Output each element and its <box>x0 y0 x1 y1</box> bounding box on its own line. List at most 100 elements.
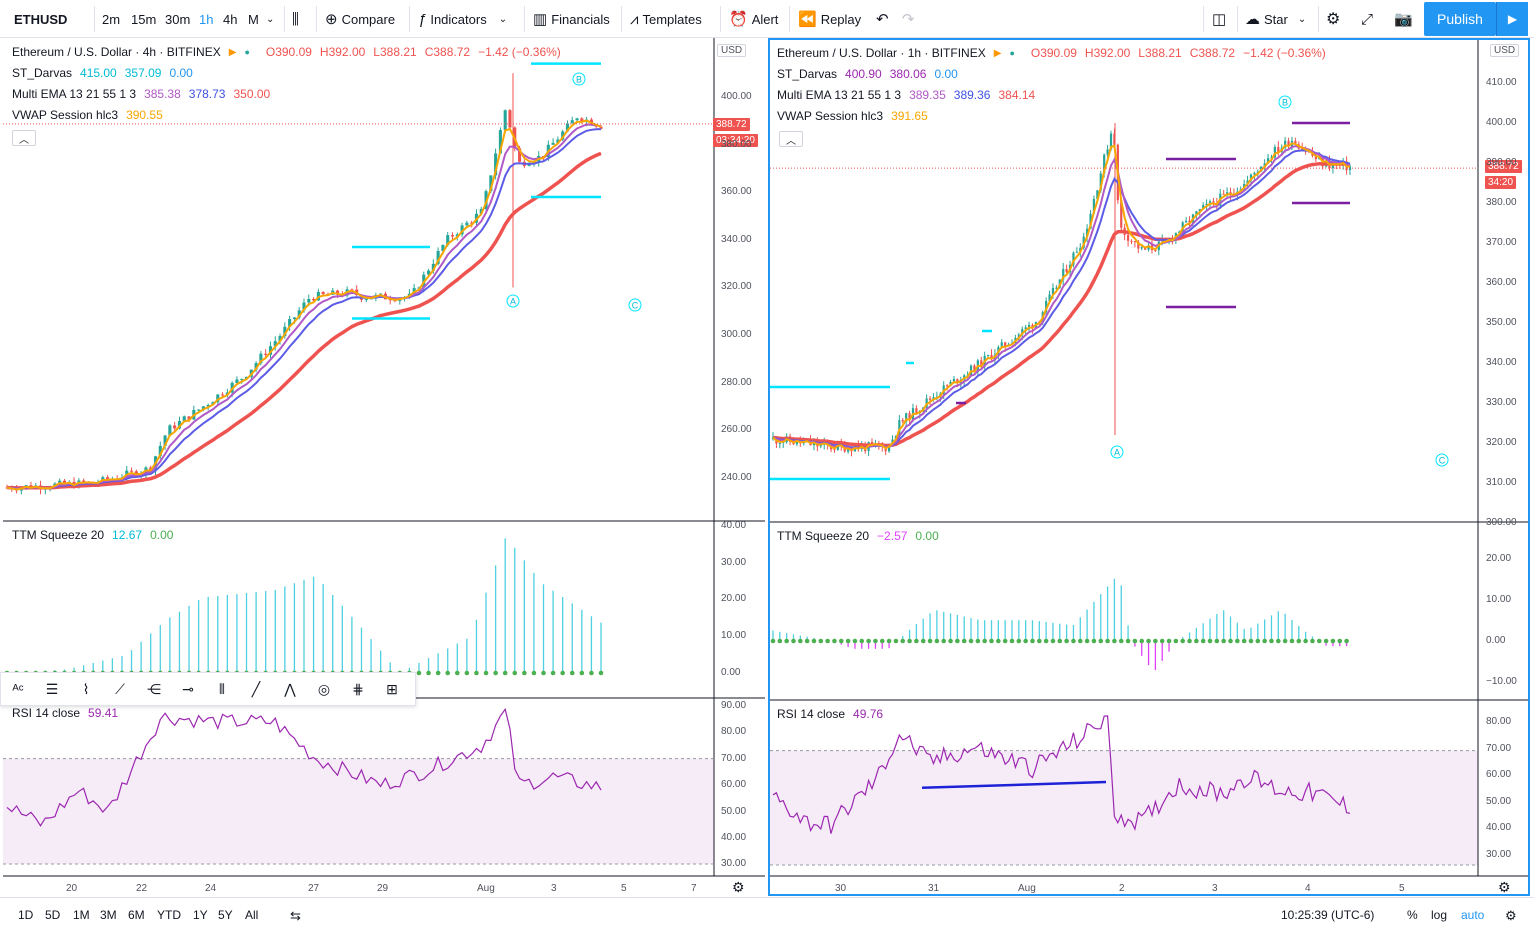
collapse-legend-button[interactable]: ︿ <box>779 131 803 147</box>
range-6m[interactable]: 6M <box>128 908 145 922</box>
horizontal-ray-icon[interactable]: ⊸ <box>182 680 194 697</box>
interval-4h[interactable]: 4h <box>223 11 238 27</box>
fib-circle-icon[interactable]: ◎ <box>317 680 331 697</box>
range-3m[interactable]: 3M <box>100 908 117 922</box>
line-tool-icon[interactable]: ╱ <box>251 680 261 697</box>
vertical-lines-icon[interactable]: ⦀ <box>218 680 226 697</box>
fullscreen-icon[interactable]: ⤢ <box>1361 10 1374 28</box>
plus-circle-icon: ⊕ <box>325 11 338 28</box>
right-vwap-legend[interactable]: VWAP Session hlc3 391.65 <box>777 109 928 123</box>
squeeze-tick: 30.00 <box>721 556 747 568</box>
price-tick: 340.00 <box>1486 357 1517 368</box>
candle-body <box>1154 249 1157 251</box>
candle-body <box>1301 148 1304 150</box>
settings-gear-icon[interactable]: ⚙ <box>1505 908 1517 923</box>
left-symbol-legend: Ethereum / U.S. Dollar · 4h · BITFINEX ▶… <box>12 45 561 59</box>
interval-M[interactable]: M <box>248 11 259 27</box>
star-button[interactable]: ☁ Star ⌄ <box>1245 11 1307 28</box>
right-ema-legend[interactable]: Multi EMA 13 21 55 1 3 389.35 389.36 384.14 <box>777 88 1036 102</box>
currency-label[interactable]: USD <box>1490 44 1520 57</box>
compare-button[interactable]: ⊕ Compare <box>325 11 396 28</box>
candle-body <box>1294 140 1297 145</box>
range-5d[interactable]: 5D <box>45 908 61 922</box>
candle-body <box>177 420 181 429</box>
right-chart-canvas[interactable]: A B C <box>770 40 1528 894</box>
auto-toggle[interactable]: auto <box>1461 908 1485 922</box>
publish-button[interactable]: Publish <box>1424 2 1496 36</box>
candle-body <box>302 302 306 311</box>
trend-line-icon[interactable]: ⟋ <box>115 680 125 697</box>
range-1m[interactable]: 1M <box>73 908 90 922</box>
collapse-legend-button[interactable]: ︿ <box>12 130 36 146</box>
pitchfork-icon[interactable]: ⋲ <box>147 680 161 697</box>
left-darvas-legend[interactable]: ST_Darvas 415.00 357.09 0.00 <box>12 66 193 80</box>
candle-body <box>778 442 781 444</box>
play-circle-icon[interactable]: ▶ <box>1496 2 1528 36</box>
candle-body <box>1024 327 1027 330</box>
currency-label[interactable]: USD <box>717 44 747 57</box>
date-tick: 29 <box>377 883 389 894</box>
settings-gear-icon[interactable]: ⚙ <box>1326 11 1341 28</box>
squeeze-dot <box>1303 638 1308 644</box>
right-darvas-legend[interactable]: ST_Darvas 400.90 380.06 0.00 <box>777 67 958 81</box>
candle-body <box>455 234 459 237</box>
right-rsi-legend[interactable]: RSI 14 close 49.76 <box>777 707 884 721</box>
percent-toggle[interactable]: % <box>1407 908 1418 922</box>
redo-icon[interactable]: ↷ <box>902 11 915 28</box>
squeeze-dot <box>804 638 810 644</box>
log-toggle[interactable]: log <box>1431 908 1448 922</box>
interval-dropdown-icon[interactable]: ⌄ <box>266 13 275 25</box>
pivot-marker-label: C <box>1439 456 1446 466</box>
gann-box-icon[interactable]: ⊞ <box>386 680 398 697</box>
wave-icon[interactable]: ⌇ <box>82 680 90 697</box>
chart-style-button[interactable]: ⫼ <box>292 0 303 38</box>
left-vwap-legend[interactable]: VWAP Session hlc3 390.55 <box>12 108 163 122</box>
left-chart[interactable]: A B C Ethereum / U.S. Dollar · 4h · BITFIN… <box>3 38 765 896</box>
left-chart-canvas[interactable]: A B C <box>3 38 765 896</box>
right-squeeze-legend[interactable]: TTM Squeeze 20 −2.57 0.00 <box>777 529 939 543</box>
squeeze-dot <box>968 638 974 644</box>
candle-body <box>1004 342 1007 347</box>
interval-30m[interactable]: 30m <box>165 11 191 27</box>
date-tick: Aug <box>1018 883 1036 894</box>
right-symbol-legend: Ethereum / U.S. Dollar · 1h · BITFINEX ▶… <box>777 46 1326 60</box>
right-axis-settings-icon[interactable]: ⚙ <box>1498 879 1511 895</box>
symbol-search[interactable]: ETHUSD <box>14 0 67 38</box>
range-1y[interactable]: 1Y <box>193 908 208 922</box>
range-1d[interactable]: 1D <box>18 908 34 922</box>
date-range-calendar-icon[interactable]: ⇆ <box>290 908 301 923</box>
range-all[interactable]: All <box>245 908 259 922</box>
interval-15m[interactable]: 15m <box>131 11 157 27</box>
alert-button[interactable]: ⏰ Alert <box>729 11 779 28</box>
clock-time[interactable]: 10:25:39 (UTC-6) <box>1281 908 1375 922</box>
left-rsi-legend[interactable]: RSI 14 close 59.41 <box>12 706 119 720</box>
financials-button[interactable]: ▥ Financials <box>533 11 610 28</box>
text-tools-icon[interactable]: ᴬᶜ <box>12 681 24 697</box>
left-axis-settings-icon[interactable]: ⚙ <box>732 879 745 895</box>
replay-button[interactable]: ⏪ Replay <box>798 11 862 28</box>
candle-body <box>431 263 435 271</box>
candle-body <box>288 318 292 327</box>
rsi-tick: 90.00 <box>721 700 747 711</box>
pattern-icon[interactable]: ⋀ <box>284 680 296 697</box>
price-tick: 320.00 <box>721 281 752 293</box>
pivot-marker-label: A <box>1114 448 1120 458</box>
layout-icon[interactable]: ◫ <box>1212 11 1227 28</box>
squeeze-dot <box>838 638 844 644</box>
interval-1h[interactable]: 1h <box>199 11 214 27</box>
indicators-button[interactable]: ƒ Indicators ⌄ <box>418 10 508 28</box>
camera-icon[interactable]: 📷 <box>1394 11 1413 28</box>
undo-icon[interactable]: ↶ <box>876 11 889 28</box>
date-tick: 5 <box>621 883 627 894</box>
range-5y[interactable]: 5Y <box>218 908 233 922</box>
templates-button[interactable]: ⩘ Templates <box>630 10 702 28</box>
range-ytd[interactable]: YTD <box>157 908 181 922</box>
interval-2m[interactable]: 2m <box>102 11 121 27</box>
fib-channel-icon[interactable]: ⋕ <box>352 680 364 697</box>
candle-body <box>58 480 62 484</box>
candle-body <box>928 398 932 400</box>
left-ema-legend[interactable]: Multi EMA 13 21 55 1 3 385.38 378.73 350.00 <box>12 87 271 101</box>
horizontal-lines-icon[interactable]: ☰ <box>45 680 59 697</box>
left-squeeze-legend[interactable]: TTM Squeeze 20 12.67 0.00 <box>12 528 174 542</box>
right-chart[interactable]: A B C Ethereum / U.S. Dollar · 1h · BITFIN… <box>768 38 1530 896</box>
